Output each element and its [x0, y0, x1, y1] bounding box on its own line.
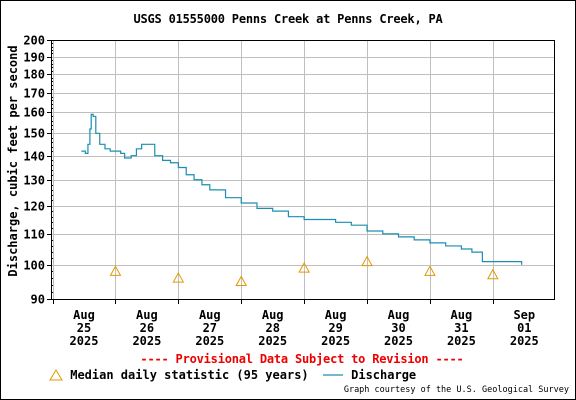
x-tick-label-month: Aug	[388, 308, 410, 322]
median-marker	[172, 272, 185, 283]
x-tick-label-day: 30	[391, 321, 405, 335]
x-tick-label-year: 2025	[447, 334, 476, 348]
y-tick-label: 140	[23, 150, 45, 164]
discharge-line-icon	[322, 374, 343, 376]
median-marker	[298, 262, 310, 273]
median-marker	[424, 265, 436, 276]
y-tick-label: 90	[31, 293, 45, 307]
x-tick-label-day: 25	[77, 321, 91, 335]
median-triangle-icon	[49, 369, 63, 381]
x-tick-label-day: 28	[265, 321, 279, 335]
legend-label-discharge: Discharge	[351, 367, 417, 382]
x-tick-label-year: 2025	[70, 334, 99, 348]
provisional-notice: ---- Provisional Data Subject to Revisio…	[140, 352, 464, 366]
y-tick-label: 190	[23, 51, 45, 65]
grid	[47, 40, 554, 304]
median-marker	[487, 268, 499, 280]
x-tick-label-year: 2025	[510, 334, 539, 348]
chart-title: USGS 01555000 Penns Creek at Penns Creek…	[133, 12, 443, 26]
x-tick-label-year: 2025	[132, 334, 161, 348]
y-tick-label: 130	[23, 174, 45, 188]
x-tick-label-month: Aug	[262, 308, 284, 322]
x-tick-label-month: Aug	[199, 308, 221, 322]
y-tick-label: 110	[23, 228, 45, 242]
y-tick-label: 170	[23, 87, 45, 101]
y-tick-label: 120	[23, 200, 45, 214]
x-tick-label-day: 26	[140, 321, 154, 335]
y-tick-label: 180	[23, 68, 45, 82]
x-tick-label-month: Aug	[136, 308, 158, 322]
plot-border	[51, 40, 555, 300]
x-tick-label-year: 2025	[384, 334, 413, 348]
x-tick-label-month: Aug	[73, 308, 95, 322]
x-tick-label-day: 29	[328, 321, 342, 335]
legend-label-median: Median daily statistic (95 years)	[70, 367, 309, 382]
credit-text: Graph courtesy of the U.S. Geological Su…	[343, 385, 569, 395]
x-tick-label-day: 01	[517, 321, 531, 335]
x-tick-labels: Aug252025Aug262025Aug272025Aug282025Aug2…	[70, 308, 539, 348]
legend: Median daily statistic (95 years) Discha…	[49, 367, 416, 382]
series	[81, 113, 523, 286]
y-tick-label: 200	[23, 34, 45, 48]
x-tick-label-year: 2025	[258, 334, 287, 348]
y-tick-labels: 90 100 110 120 130 140 150 160 170 180 190 200	[23, 34, 45, 307]
x-tick-label-month: Aug	[325, 308, 347, 322]
median-marker	[361, 255, 373, 267]
x-tick-label-month: Aug	[451, 308, 473, 322]
x-tick-label-year: 2025	[321, 334, 350, 348]
y-tick-label: 100	[23, 259, 45, 273]
legend-item-discharge: Discharge	[322, 368, 416, 382]
median-marker	[109, 265, 122, 276]
x-tick-label-month: Sep	[513, 308, 535, 322]
discharge-line	[81, 113, 523, 265]
y-tick-label: 160	[23, 106, 45, 120]
x-tick-label-day: 31	[454, 321, 468, 335]
x-tick-label-year: 2025	[195, 334, 224, 348]
legend-item-median: Median daily statistic (95 years)	[49, 368, 309, 382]
median-marker	[235, 275, 248, 286]
x-tick-label-day: 27	[203, 321, 217, 335]
y-tick-label: 150	[23, 127, 45, 141]
